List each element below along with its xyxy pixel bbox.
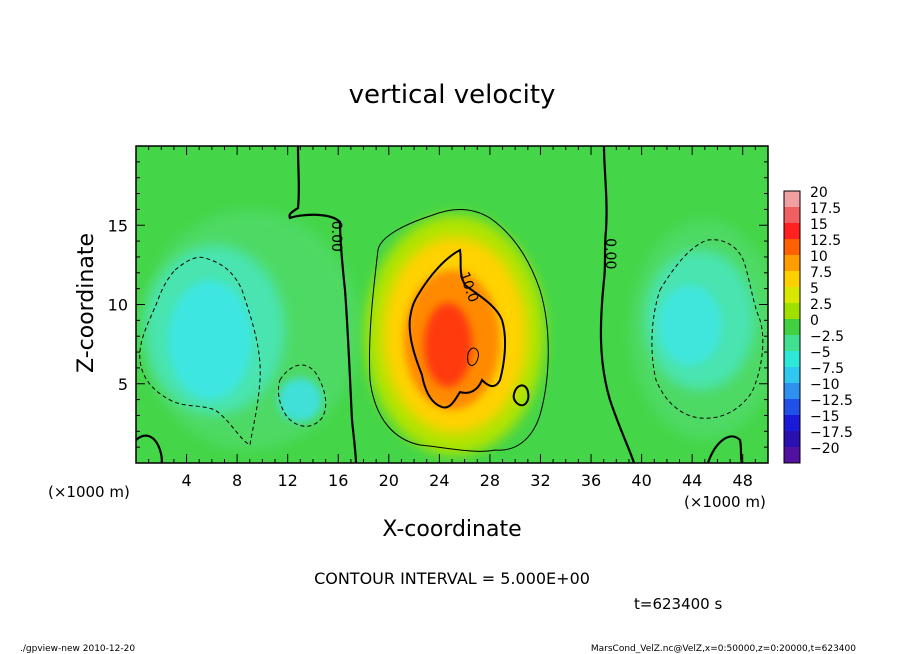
y-tick-label: 15	[108, 216, 128, 235]
colorbar-swatch	[784, 431, 800, 448]
contour-interval-text: CONTOUR INTERVAL = 5.000E+00	[314, 569, 590, 588]
contour-five	[368, 209, 549, 452]
footer-left: ./gpview-new 2010-12-20	[20, 644, 135, 654]
field-updraft-red	[424, 303, 472, 387]
colorbar-swatch	[784, 383, 800, 400]
footer-right: MarsCond_VelZ.nc@VelZ,x=0:50000,z=0:2000…	[591, 644, 856, 654]
colorbar-label: 2.5	[810, 297, 832, 313]
colorbar-swatch	[784, 239, 800, 256]
contour-zero-left	[288, 146, 358, 463]
field-downdraft-left-inner	[168, 280, 252, 400]
chart-title: vertical velocity	[349, 80, 556, 110]
contour-neg-left	[139, 256, 261, 446]
heatmap-field	[136, 146, 768, 463]
contour-zero-right	[599, 146, 636, 463]
colorbar-label: −12.5	[810, 393, 853, 409]
time-text: t=623400 s	[634, 595, 722, 613]
colorbar: 2017.51512.5107.552.50−2.5−5−7.5−10−12.5…	[783, 185, 853, 464]
contour-zero-bottom-right	[706, 435, 744, 463]
x-axis-label: X-coordinate	[382, 517, 521, 542]
colorbar-label: −17.5	[810, 425, 853, 441]
contour-neg-right	[651, 239, 764, 419]
colorbar-swatch	[784, 447, 800, 464]
colorbar-swatch	[784, 303, 800, 320]
contour-label: 0.00	[602, 238, 618, 269]
colorbar-label: 17.5	[810, 201, 841, 217]
x-tick-label: 48	[733, 471, 753, 490]
x-tick-label: 12	[278, 471, 298, 490]
field-downdraft-left-small	[278, 378, 322, 422]
colorbar-swatch	[784, 271, 800, 288]
field-downdraft-right-inner	[658, 285, 722, 365]
x-unit-left: (×1000 m)	[48, 483, 130, 501]
colorbar-swatch	[784, 351, 800, 368]
colorbar-swatch	[784, 319, 800, 336]
colorbar-label: 10	[810, 249, 828, 265]
colorbar-swatch	[784, 335, 800, 352]
x-tick-label: 4	[181, 471, 191, 490]
contour-lines	[136, 146, 764, 463]
x-tick-label: 20	[379, 471, 399, 490]
x-tick-label: 44	[682, 471, 702, 490]
colorbar-swatch	[784, 367, 800, 384]
colorbar-label: −7.5	[810, 361, 844, 377]
colorbar-swatch	[784, 223, 800, 240]
x-tick-label: 8	[232, 471, 242, 490]
colorbar-label: −15	[810, 409, 840, 425]
y-axis-label: Z-coordinate	[74, 233, 99, 373]
colorbar-swatch	[784, 415, 800, 432]
colorbar-swatch	[784, 399, 800, 416]
colorbar-frame	[783, 190, 801, 464]
x-axis-ticks: 4 8 12 16 20 24 28 32 36 40 44 48	[135, 146, 769, 490]
colorbar-label: −2.5	[810, 329, 844, 345]
contour-ten-small	[512, 384, 530, 407]
contour-ten	[408, 248, 507, 409]
y-axis-ticks: 5 10 15	[108, 145, 768, 464]
contour-neg-left-small	[277, 364, 327, 427]
colorbar-label: 7.5	[810, 265, 832, 281]
contour-label: 0.00	[328, 221, 344, 252]
x-tick-label: 36	[581, 471, 601, 490]
colorbar-swatch	[784, 207, 800, 224]
colorbar-label: 12.5	[810, 233, 841, 249]
colorbar-label: 0	[810, 313, 819, 329]
y-tick-label: 10	[108, 296, 128, 315]
colorbar-swatch	[784, 287, 800, 304]
colorbar-label: −5	[810, 345, 831, 361]
colorbar-label: −10	[810, 377, 840, 393]
colorbar-label: 15	[810, 217, 828, 233]
x-tick-label: 32	[530, 471, 550, 490]
colorbar-swatch	[784, 191, 800, 208]
y-tick-label: 5	[118, 375, 128, 394]
x-tick-label: 16	[328, 471, 348, 490]
x-tick-label: 40	[631, 471, 651, 490]
x-tick-label: 28	[480, 471, 500, 490]
x-unit-right: (×1000 m)	[684, 493, 766, 511]
contour-fifteen	[467, 347, 479, 366]
x-tick-label: 24	[429, 471, 449, 490]
colorbar-label: 20	[810, 185, 828, 201]
colorbar-label: −20	[810, 441, 840, 457]
colorbar-label: 5	[810, 281, 819, 297]
colorbar-swatch	[784, 255, 800, 272]
contour-zero-bottom-left	[136, 434, 164, 463]
